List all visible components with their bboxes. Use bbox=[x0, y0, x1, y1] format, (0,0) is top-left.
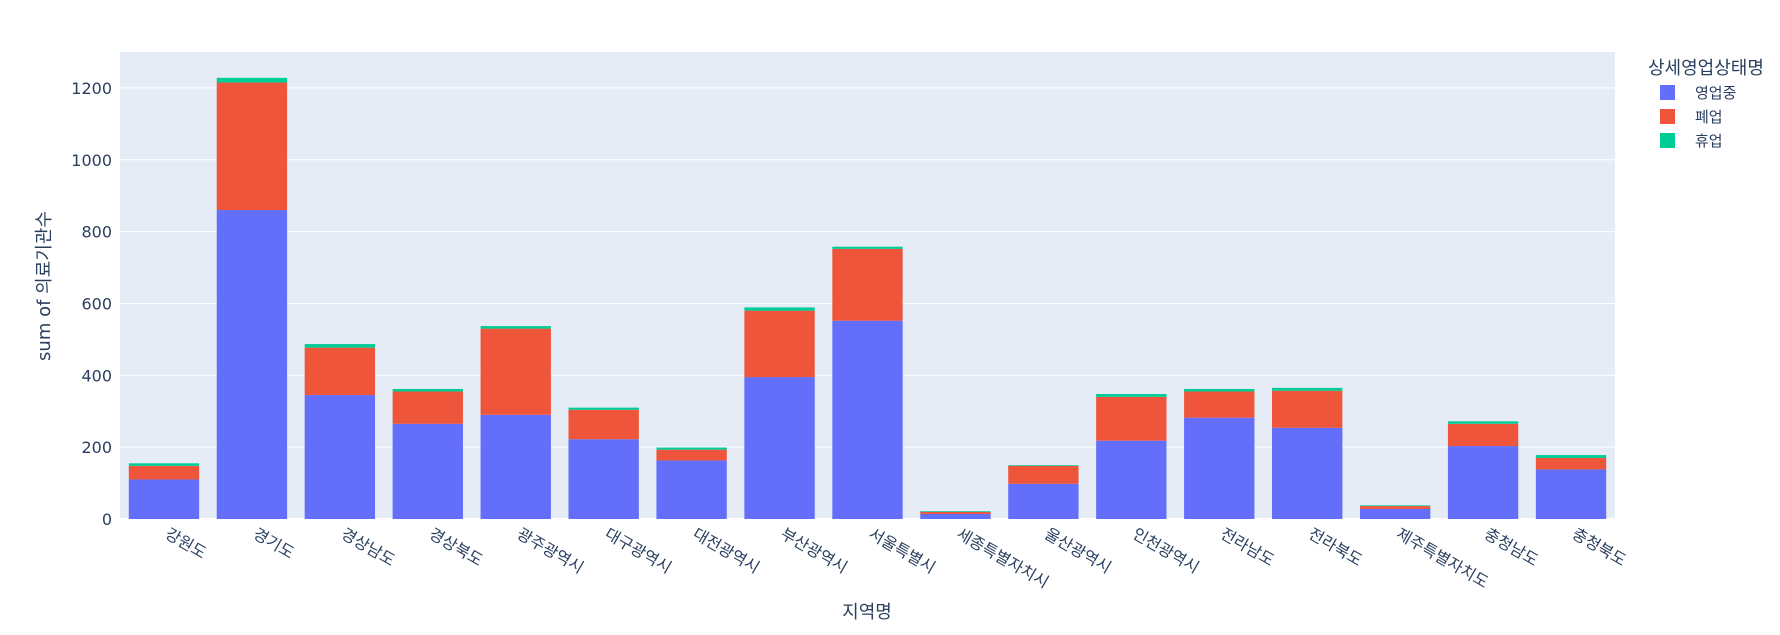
y-tick-label: 0 bbox=[102, 510, 112, 529]
bar-segment[interactable] bbox=[920, 513, 991, 519]
bar-segment[interactable] bbox=[1447, 423, 1519, 447]
bar-segment[interactable] bbox=[656, 447, 727, 450]
legend-swatch bbox=[1660, 109, 1675, 124]
bars bbox=[128, 77, 1607, 520]
legend-title: 상세영업상태명 bbox=[1648, 58, 1764, 79]
legend-swatch bbox=[1660, 85, 1675, 100]
x-tick-labels: 강원도 경기도 경상남도 경상북도 광주광역시 대구광역시 대전광역시 부산광역시 서울특별시 세… bbox=[162, 524, 1630, 592]
bar-segment[interactable] bbox=[392, 388, 463, 392]
bar-segment[interactable] bbox=[1447, 446, 1519, 519]
legend-item[interactable]: 폐업 bbox=[1660, 108, 1723, 126]
bar-segment[interactable] bbox=[128, 463, 200, 466]
bar-segment[interactable] bbox=[1096, 440, 1167, 519]
y-tick-labels: 0 200 400 600 800 1000 1200 bbox=[71, 79, 112, 529]
x-tick-label: 충청북도 bbox=[1569, 524, 1630, 570]
bar-segment[interactable] bbox=[1008, 465, 1079, 466]
x-tick-label: 세종특별자치시 bbox=[953, 524, 1052, 592]
x-tick-label: 전라북도 bbox=[1305, 524, 1366, 570]
x-tick-label: 서울특별시 bbox=[866, 524, 939, 577]
bar-segment[interactable] bbox=[568, 407, 639, 410]
y-tick-label: 800 bbox=[81, 223, 112, 242]
bar-segment[interactable] bbox=[656, 460, 727, 519]
bar-segment[interactable] bbox=[304, 347, 376, 396]
bar-segment[interactable] bbox=[1359, 505, 1431, 507]
x-axis-title: 지역명 bbox=[842, 602, 892, 623]
y-tick-label: 1000 bbox=[71, 151, 112, 170]
bar-segment[interactable] bbox=[392, 423, 463, 519]
bar-segment[interactable] bbox=[832, 248, 903, 321]
x-tick-label: 충청남도 bbox=[1481, 524, 1542, 570]
bar-segment[interactable] bbox=[1096, 393, 1167, 397]
x-tick-label: 부산광역시 bbox=[778, 524, 851, 577]
legend-label: 영업중 bbox=[1695, 84, 1736, 102]
bar-segment[interactable] bbox=[128, 479, 200, 519]
x-tick-label: 울산광역시 bbox=[1041, 524, 1114, 577]
x-tick-label: 경기도 bbox=[250, 524, 298, 563]
bar-segment[interactable] bbox=[1008, 465, 1079, 484]
x-tick-label: 제주특별자치도 bbox=[1393, 524, 1492, 592]
bar-segment[interactable] bbox=[216, 82, 288, 211]
bar-segment[interactable] bbox=[1535, 457, 1607, 470]
y-tick-label: 1200 bbox=[71, 79, 112, 98]
x-tick-label: 전라남도 bbox=[1217, 524, 1278, 570]
bar-segment[interactable] bbox=[1359, 508, 1431, 519]
bar-segment[interactable] bbox=[744, 377, 815, 519]
y-tick-label: 600 bbox=[81, 294, 112, 313]
legend-swatch bbox=[1660, 133, 1675, 148]
x-tick-label: 인천광역시 bbox=[1129, 524, 1202, 577]
y-tick-label: 200 bbox=[81, 438, 112, 457]
bar-segment[interactable] bbox=[480, 326, 551, 329]
bar-segment[interactable] bbox=[480, 414, 551, 519]
bar-segment[interactable] bbox=[216, 77, 288, 83]
bar-segment[interactable] bbox=[304, 344, 376, 348]
bar-segment[interactable] bbox=[1272, 427, 1343, 519]
legend-label: 휴업 bbox=[1695, 132, 1723, 150]
bar-segment[interactable] bbox=[480, 328, 551, 415]
bar-segment[interactable] bbox=[832, 320, 903, 519]
y-tick-label: 400 bbox=[81, 366, 112, 385]
bar-segment[interactable] bbox=[1008, 483, 1079, 519]
bar-segment[interactable] bbox=[1096, 396, 1167, 441]
bar-segment[interactable] bbox=[744, 310, 815, 378]
x-tick-label: 강원도 bbox=[162, 524, 210, 563]
x-tick-label: 광주광역시 bbox=[514, 524, 587, 577]
legend-item[interactable]: 영업중 bbox=[1660, 84, 1736, 102]
bar-segment[interactable] bbox=[1184, 417, 1255, 519]
x-tick-label: 경상북도 bbox=[426, 524, 487, 570]
bar-segment[interactable] bbox=[1272, 390, 1343, 428]
bar-segment[interactable] bbox=[1535, 469, 1607, 519]
x-tick-label: 대전광역시 bbox=[690, 524, 763, 577]
bar-segment[interactable] bbox=[744, 307, 815, 311]
bar-segment[interactable] bbox=[1359, 506, 1431, 509]
bar-segment[interactable] bbox=[568, 439, 639, 519]
bar-segment[interactable] bbox=[832, 246, 903, 249]
legend-item[interactable]: 휴업 bbox=[1660, 132, 1723, 150]
bar-segment[interactable] bbox=[1184, 388, 1255, 392]
bar-segment[interactable] bbox=[1184, 391, 1255, 418]
bar-segment[interactable] bbox=[1535, 455, 1607, 458]
bar-segment[interactable] bbox=[656, 449, 727, 461]
bar-segment[interactable] bbox=[1447, 421, 1519, 424]
bar-segment[interactable] bbox=[568, 409, 639, 440]
bar-segment[interactable] bbox=[1272, 387, 1343, 391]
x-tick-label: 경상남도 bbox=[338, 524, 399, 570]
bar-segment[interactable] bbox=[392, 391, 463, 424]
bar-segment[interactable] bbox=[216, 210, 288, 520]
bar-segment[interactable] bbox=[920, 511, 991, 512]
bar-segment[interactable] bbox=[128, 465, 200, 480]
bar-segment[interactable] bbox=[304, 395, 376, 519]
bar-segment[interactable] bbox=[920, 511, 991, 514]
y-axis-title: sum of 의료기관수 bbox=[34, 211, 55, 361]
legend-label: 폐업 bbox=[1695, 108, 1723, 126]
x-tick-label: 대구광역시 bbox=[602, 524, 675, 577]
